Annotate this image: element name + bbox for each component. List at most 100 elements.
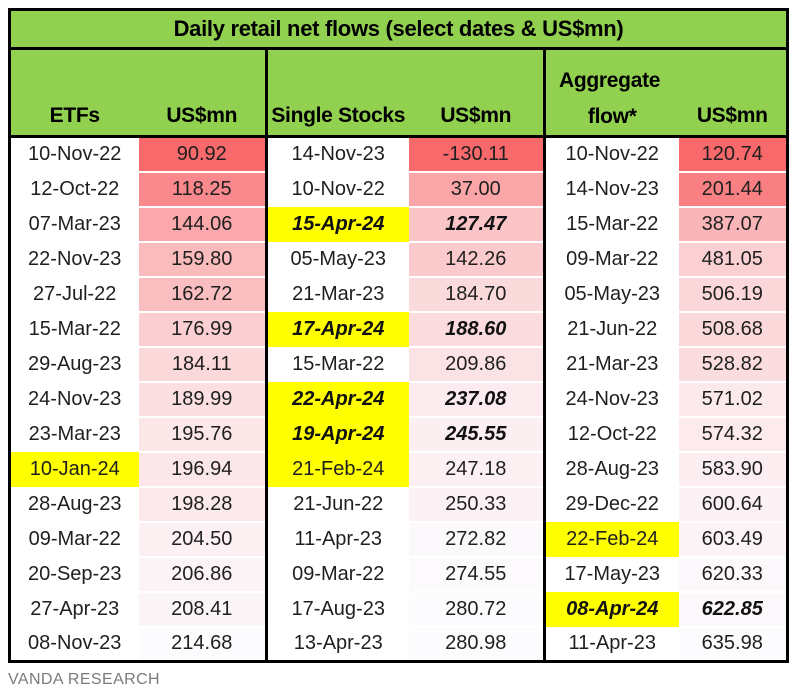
aggregate-flow-date-cell: 21-Mar-23 — [543, 346, 679, 382]
aggregate-flow-value-cell: 603.49 — [678, 521, 788, 558]
etfs-date-cell: 15-Mar-22 — [28, 317, 121, 340]
etfs-date-cell: 24-Nov-23 — [28, 387, 122, 410]
table-row: 12-Oct-22 118.25 10-Nov-22 37.00 14-Nov-23 20… — [10, 171, 788, 208]
table-row: 27-Jul-22 162.72 21-Mar-23 184.70 05-May-23 5… — [10, 276, 788, 313]
single-stocks-date-cell: 14-Nov-23 — [265, 136, 409, 172]
etfs-date-cell: 08-Nov-23 — [28, 631, 122, 654]
single-stocks-date-cell: 21-Mar-23 — [265, 276, 409, 312]
aggregate-flow-value-cell: 528.82 — [678, 346, 788, 383]
table-title: Daily retail net flows (select dates & U… — [8, 8, 789, 50]
etfs-value-cell: 176.99 — [138, 311, 267, 348]
aggregate-flow-date-cell: 12-Oct-22 — [543, 416, 679, 452]
etfs-date-cell: 10-Nov-22 — [28, 143, 122, 166]
single-stocks-date-cell: 22-Apr-24 — [265, 381, 409, 417]
etfs-value-cell: 144.06 — [138, 206, 267, 243]
etfs-date-cell: 22-Nov-23 — [28, 247, 122, 270]
aggregate-flow-value-cell: 583.90 — [678, 451, 788, 488]
etfs-value-cell: 162.72 — [138, 276, 267, 313]
etfs-date-cell: 27-Jul-22 — [33, 282, 117, 305]
aggregate-flow-date-cell: 15-Mar-22 — [543, 206, 679, 242]
table-row: 24-Nov-23 189.99 22-Apr-24 237.08 24-Nov-23 5… — [10, 381, 788, 418]
etfs-value-cell: 198.28 — [138, 486, 267, 523]
single-stocks-date-cell: 17-Aug-23 — [265, 591, 409, 627]
table-body: 10-Nov-22 90.92 14-Nov-23 -130.11 10-Nov-22 1… — [9, 136, 788, 662]
single-stocks-date-cell: 13-Apr-23 — [265, 626, 409, 662]
single-stocks-date-cell: 05-May-23 — [265, 241, 409, 277]
aggregate-flow-date-cell: 28-Aug-23 — [543, 451, 679, 487]
etfs-date-cell: 12-Oct-22 — [30, 177, 120, 200]
single-stocks-value-cell: 250.33 — [408, 486, 545, 523]
aggregate-flow-value-cell: 201.44 — [678, 171, 788, 208]
etfs-date-cell: 23-Mar-23 — [28, 422, 121, 445]
single-stocks-value-cell: 237.08 — [408, 381, 545, 418]
etfs-date-cell: 07-Mar-23 — [28, 212, 121, 235]
header-row: ETFs US$mn Single Stocks US$mn Aggregate… — [9, 48, 788, 138]
table-row: 15-Mar-22 176.99 17-Apr-24 188.60 21-Jun-22 5… — [10, 311, 788, 348]
aggregate-flow-value-cell: 387.07 — [678, 206, 788, 243]
table-row: 08-Nov-23 214.68 13-Apr-23 280.98 11-Apr-23 6… — [10, 626, 788, 662]
table-row: 28-Aug-23 198.28 21-Jun-22 250.33 29-Dec-22 6… — [10, 486, 788, 523]
daily-retail-net-flows-table: Daily retail net flows (select dates & U… — [8, 8, 789, 663]
aggregate-flow-value-cell: 571.02 — [678, 381, 788, 418]
single-stocks-value-cell: -130.11 — [408, 136, 545, 173]
etfs-date-cell: 29-Aug-23 — [28, 352, 122, 375]
single-stocks-value-cell: 280.98 — [408, 626, 545, 662]
aggregate-flow-date-cell: 09-Mar-22 — [543, 241, 679, 277]
single-stocks-value-cell: 280.72 — [408, 591, 545, 628]
etfs-date-cell: 09-Mar-22 — [28, 527, 121, 550]
single-stocks-value-cell: 37.00 — [408, 171, 545, 208]
aggregate-flow-date-cell: 22-Feb-24 — [543, 521, 679, 557]
table-row: 20-Sep-23 206.86 09-Mar-22 274.55 17-May-23 6… — [10, 556, 788, 593]
table-row: 22-Nov-23 159.80 05-May-23 142.26 09-Mar-22 4… — [10, 241, 788, 278]
etfs-value-cell: 206.86 — [138, 556, 267, 593]
etfs-value-cell: 195.76 — [138, 416, 267, 453]
aggregate-flow-date-cell: 24-Nov-23 — [543, 381, 679, 417]
column-header-aggregate-usdmn: US$mn — [678, 48, 788, 138]
single-stocks-value-cell: 127.47 — [408, 206, 545, 243]
aggregate-flow-value-cell: 481.05 — [678, 241, 788, 278]
single-stocks-value-cell: 209.86 — [408, 346, 545, 383]
aggregate-flow-date-cell: 21-Jun-22 — [543, 311, 679, 347]
aggregate-flow-value-cell: 508.68 — [678, 311, 788, 348]
etfs-date-cell: 27-Apr-23 — [30, 597, 120, 620]
aggregate-flow-date-cell: 11-Apr-23 — [543, 626, 679, 662]
single-stocks-date-cell: 15-Apr-24 — [265, 206, 409, 242]
etfs-value-cell: 208.41 — [138, 591, 267, 628]
table-row: 27-Apr-23 208.41 17-Aug-23 280.72 08-Apr-24 6… — [10, 591, 788, 628]
single-stocks-date-cell: 21-Jun-22 — [265, 486, 409, 522]
aggregate-flow-date-cell: 05-May-23 — [543, 276, 679, 312]
table-row: 10-Jan-24 196.94 21-Feb-24 247.18 28-Aug-23 5… — [9, 451, 788, 488]
aggregate-flow-date-cell: 10-Nov-22 — [543, 136, 679, 172]
title-row: Daily retail net flows (select dates & U… — [8, 8, 789, 50]
etfs-value-cell: 214.68 — [138, 626, 267, 662]
table-row: 29-Aug-23 184.11 15-Mar-22 209.86 21-Mar-23 5… — [10, 346, 788, 383]
aggregate-flow-label-line2: flow* — [587, 104, 637, 128]
column-header-aggregate-flow: Aggregate flow* — [543, 48, 679, 138]
aggregate-flow-date-cell: 14-Nov-23 — [543, 171, 679, 207]
single-stocks-date-cell: 11-Apr-23 — [265, 521, 409, 557]
aggregate-flow-value-cell: 600.64 — [678, 486, 788, 523]
aggregate-flow-value-cell: 574.32 — [678, 416, 788, 453]
column-header-etfs-usdmn: US$mn — [138, 48, 267, 138]
aggregate-flow-value-cell: 506.19 — [678, 276, 788, 313]
column-header-single-stocks-usdmn: US$mn — [408, 48, 545, 138]
aggregate-flow-label-line1: Aggregate — [559, 68, 661, 92]
aggregate-flow-date-cell: 17-May-23 — [543, 556, 679, 592]
etfs-value-cell: 159.80 — [138, 241, 267, 278]
etfs-value-cell: 118.25 — [138, 171, 267, 208]
aggregate-flow-value-cell: 622.85 — [678, 591, 788, 628]
column-header-single-stocks: Single Stocks — [265, 48, 409, 138]
etfs-date-cell: 28-Aug-23 — [28, 492, 122, 515]
single-stocks-value-cell: 142.26 — [408, 241, 545, 278]
single-stocks-value-cell: 188.60 — [408, 311, 545, 348]
vanda-research-label: VANDA RESEARCH — [8, 671, 161, 688]
etfs-value-cell: 196.94 — [138, 451, 267, 488]
single-stocks-date-cell: 15-Mar-22 — [265, 346, 409, 382]
single-stocks-value-cell: 184.70 — [408, 276, 545, 313]
single-stocks-date-cell: 09-Mar-22 — [265, 556, 409, 592]
table-row: 10-Nov-22 90.92 14-Nov-23 -130.11 10-Nov-22 1… — [10, 136, 788, 173]
etfs-value-cell: 204.50 — [138, 521, 267, 558]
table-row: 23-Mar-23 195.76 19-Apr-24 245.55 12-Oct-22 5… — [10, 416, 788, 453]
single-stocks-value-cell: 272.82 — [408, 521, 545, 558]
